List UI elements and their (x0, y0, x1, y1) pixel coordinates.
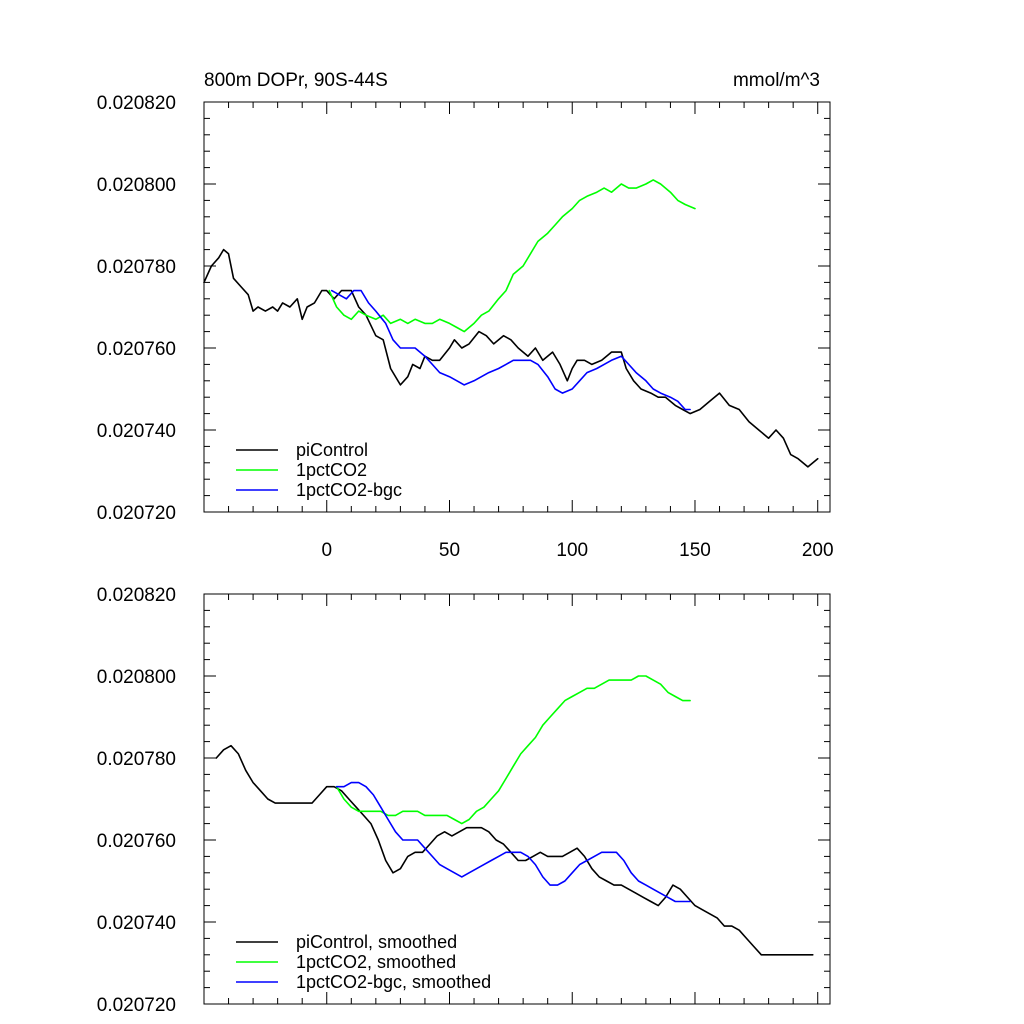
y-tick-label: 0.020780 (97, 257, 176, 278)
y-tick-label: 0.020760 (97, 831, 176, 852)
series-line-1pctco2-bgc-smoothed (335, 781, 691, 903)
legend-label: 1pctCO2 (296, 460, 367, 480)
bottom-chart-panel: 0.020720 0.020740 0.020760 0.020780 0.020800… (97, 585, 831, 1016)
y-tick-label: 0.020740 (97, 913, 176, 934)
series-line-picontrol-smoothed (215, 744, 814, 956)
chart-units-label: mmol/m^3 (733, 70, 820, 91)
x-tick-label: 200 (802, 540, 834, 561)
top-y-tick-labels: 0.020720 0.020740 0.020760 0.020780 0.020800… (97, 93, 176, 524)
legend-label: piControl (296, 440, 368, 460)
top-plot-frame (203, 101, 831, 513)
y-tick-label: 0.020820 (97, 93, 176, 114)
top-axis-ticks (204, 101, 830, 513)
chart-title: 800m DOPr, 90S-44S (204, 70, 388, 91)
top-x-tick-labels: 0 50 100 150 200 (321, 540, 833, 561)
bottom-axis-ticks (204, 593, 830, 1005)
series-line-picontrol (203, 248, 819, 468)
y-tick-label: 0.020800 (97, 667, 176, 688)
x-tick-label: 0 (321, 540, 332, 561)
x-tick-label: 50 (439, 540, 460, 561)
y-tick-label: 0.020760 (97, 339, 176, 360)
series-line-1pctco2-bgc (330, 289, 691, 411)
bottom-y-tick-labels: 0.020720 0.020740 0.020760 0.020780 0.020800… (97, 585, 176, 1016)
top-series-lines (203, 179, 819, 468)
series-line-1pctco2-smoothed (335, 675, 691, 825)
y-tick-label: 0.020800 (97, 175, 176, 196)
legend-label: 1pctCO2, smoothed (296, 952, 456, 972)
y-tick-label: 0.020820 (97, 585, 176, 606)
legend-label: piControl, smoothed (296, 932, 457, 952)
y-tick-label: 0.020720 (97, 995, 176, 1016)
bottom-plot-frame (203, 593, 831, 1005)
y-tick-label: 0.020780 (97, 749, 176, 770)
x-tick-label: 100 (556, 540, 588, 561)
legend-label: 1pctCO2-bgc, smoothed (296, 972, 491, 992)
x-tick-label: 150 (679, 540, 711, 561)
legend-label: 1pctCO2-bgc (296, 480, 402, 500)
y-tick-label: 0.020720 (97, 503, 176, 524)
top-chart-panel: 800m DOPr, 90S-44S mmol/m^3 0.0207200.02… (97, 70, 834, 561)
series-line-1pctco2 (328, 179, 696, 333)
y-tick-label: 0.020740 (97, 421, 176, 442)
bottom-series-lines (215, 675, 814, 956)
